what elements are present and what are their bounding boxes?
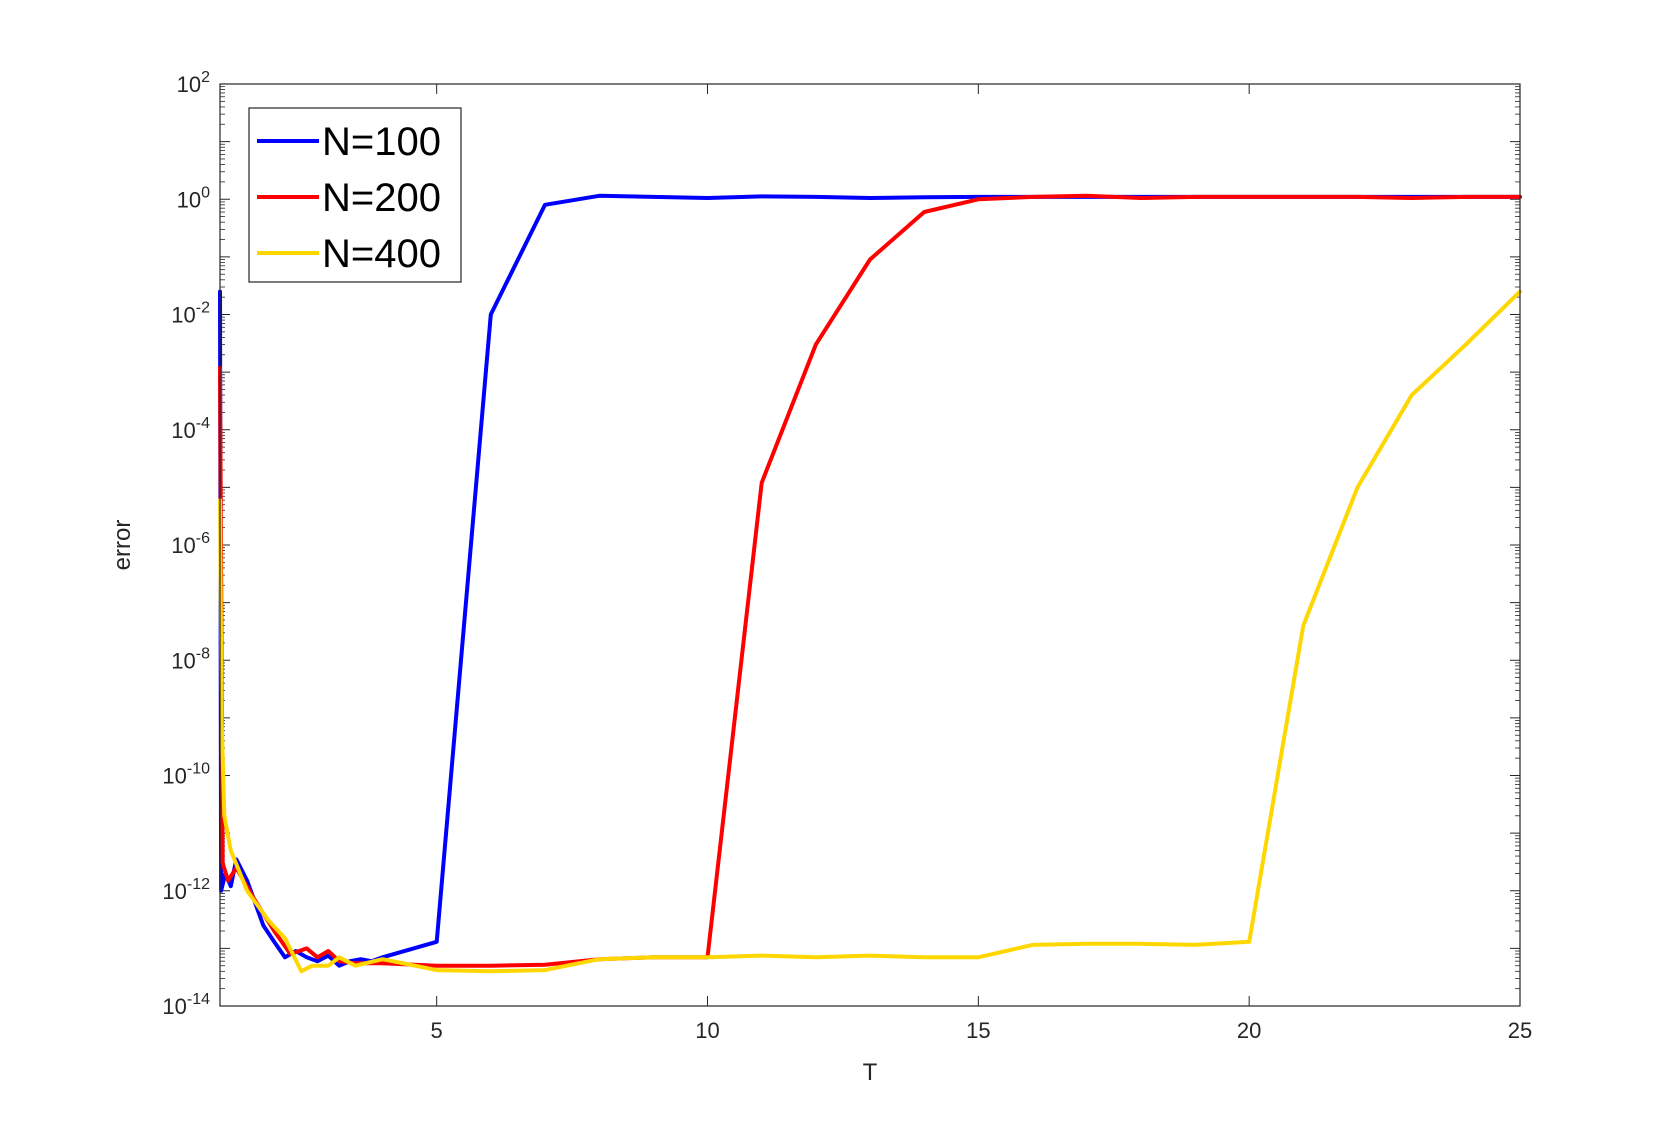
y-tick-label: 10-4 xyxy=(171,415,210,443)
x-tick-label: 10 xyxy=(695,1018,719,1043)
legend-label: N=100 xyxy=(322,120,441,164)
y-axis-label: error xyxy=(109,520,136,571)
legend-label: N=400 xyxy=(322,232,441,276)
y-tick-label: 10-8 xyxy=(171,645,210,673)
x-tick-label: 5 xyxy=(431,1018,443,1043)
y-tick-label: 10-10 xyxy=(162,761,210,789)
y-tick-label: 10-6 xyxy=(171,530,210,558)
x-axis-label: T xyxy=(863,1059,878,1086)
x-tick-label: 15 xyxy=(966,1018,990,1043)
y-tick-label: 102 xyxy=(177,69,210,97)
plot-frame xyxy=(219,83,1521,1007)
x-tick-label: 25 xyxy=(1508,1018,1532,1043)
tick-labels: 5 10 15 20 25 102 100 10-2 10-4 10-6 10-8 10-10 10-1… xyxy=(162,69,1532,1043)
series-line-n-400 xyxy=(218,289,1522,974)
series-group xyxy=(218,193,1522,974)
legend: N=100 N=200 N=400 xyxy=(248,107,462,283)
y-tick-label: 10-12 xyxy=(162,876,210,904)
y-tick-label: 10-14 xyxy=(162,991,210,1019)
x-tick-label: 20 xyxy=(1237,1018,1261,1043)
legend-label: N=200 xyxy=(322,176,441,220)
y-tick-label: 100 xyxy=(177,184,210,212)
y-tick-label: 10-2 xyxy=(171,300,210,328)
